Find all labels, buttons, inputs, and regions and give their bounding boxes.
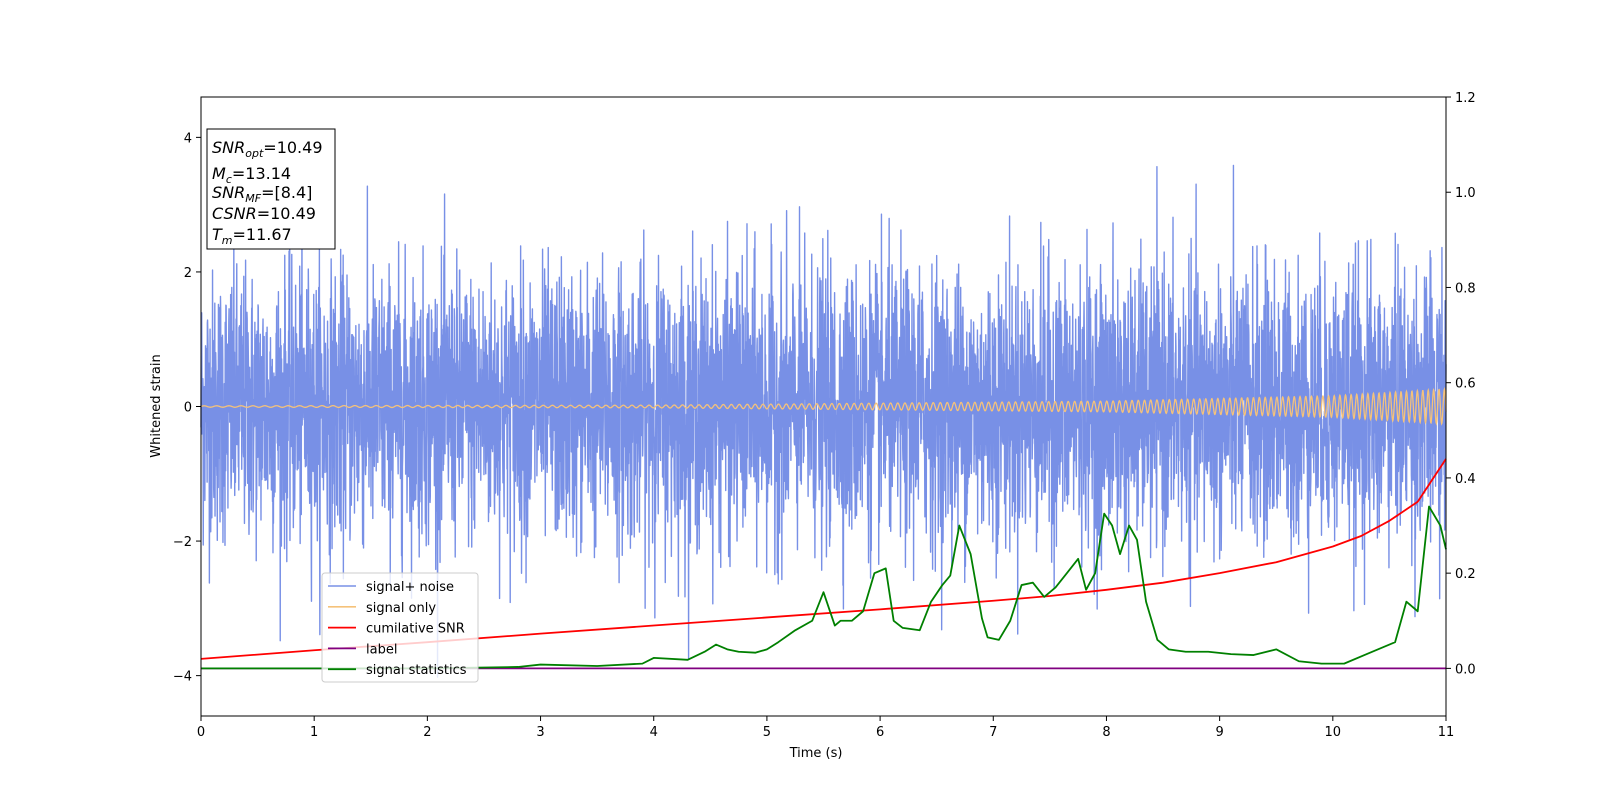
- y-axis-label: Whitened strain: [149, 354, 164, 457]
- y2-tick-label-0: 0.0: [1455, 662, 1476, 677]
- x-tick-label-9: 9: [1215, 725, 1223, 740]
- annotation-line-3-symbol: CSNR: [212, 204, 257, 223]
- annotation-line-1: Mc=13.14: [212, 164, 291, 186]
- legend-box: [321, 572, 479, 683]
- annotation-line-4-subscript: m: [222, 234, 233, 247]
- annotation-line-4-symbol: T: [212, 225, 223, 244]
- stats-annotation-box: SNRopt=10.49Mc=13.14SNRMF=[8.4]CSNR=10.4…: [206, 128, 336, 250]
- annotation-line-2-value: =[8.4]: [261, 183, 312, 202]
- series-signal-noise-line: [200, 164, 1447, 678]
- y2-tick-label-2: 0.4: [1455, 472, 1476, 487]
- x-tick-label-3: 3: [536, 725, 544, 740]
- x-tick-label-5: 5: [763, 725, 771, 740]
- legend-item-signal-only-label: signal only: [366, 601, 436, 616]
- x-tick-label-8: 8: [1102, 725, 1110, 740]
- legend: signal+ noise signal only cumilative SNR la…: [321, 572, 479, 683]
- legend-item-signal-statistics-label: signal statistics: [366, 663, 467, 678]
- annotation-line-3-value: =10.49: [257, 204, 316, 223]
- mask-top: [0, 0, 1600, 97]
- series-cumulative-snr-line: [200, 458, 1447, 660]
- x-tick-label-10: 10: [1325, 725, 1342, 740]
- y-tick-label-3: 2: [184, 266, 192, 281]
- y-tick-label-1: −2: [173, 535, 192, 550]
- y-tick-label-4: 4: [184, 131, 192, 146]
- annotation-line-2: SNRMF=[8.4]: [212, 183, 312, 205]
- annotation-line-2-subscript: MF: [245, 192, 261, 205]
- y2-tick-label-5: 1.0: [1455, 186, 1476, 201]
- legend-item-label-label: label: [366, 642, 397, 657]
- x-tick-label-11: 11: [1438, 725, 1455, 740]
- y-tick-label-0: −4: [173, 670, 192, 685]
- annotation-line-4-value: =11.67: [233, 225, 292, 244]
- y2-tick-label-4: 0.8: [1455, 281, 1476, 296]
- annotation-line-0-subscript: opt: [245, 147, 264, 160]
- annotation-line-1-value: =13.14: [232, 164, 291, 183]
- annotation-line-2-symbol: SNR: [212, 183, 245, 202]
- y2-tick-label-1: 0.2: [1455, 567, 1476, 582]
- x-axis-label: Time (s): [789, 746, 843, 761]
- annotation-box: [206, 128, 336, 250]
- annotation-line-1-symbol: M: [212, 164, 226, 183]
- mask-bottom: [0, 716, 1600, 800]
- annotation-line-0-symbol: SNR: [212, 138, 245, 157]
- legend-item-signal-noise-label: signal+ noise: [366, 580, 454, 595]
- y2-tick-label-6: 1.2: [1455, 91, 1476, 106]
- axes: 0 1 2 3 4 5 6 7 8 9 10 11 −4 −2 0 2 4 0.0 0.2 0.4 0.6 0.8 1.0 1…: [173, 91, 1476, 740]
- x-tick-label-4: 4: [650, 725, 658, 740]
- x-tick-label-1: 1: [310, 725, 318, 740]
- annotation-line-0: SNRopt=10.49: [212, 138, 323, 160]
- y-tick-label-2: 0: [184, 401, 192, 416]
- y2-tick-label-3: 0.6: [1455, 377, 1476, 392]
- series-signal-statistics-line: [201, 505, 1447, 670]
- annotation-line-3: CSNR=10.49: [212, 204, 316, 223]
- annotation-line-1-subscript: c: [226, 173, 232, 186]
- legend-item-cumulative-snr-label: cumilative SNR: [366, 622, 465, 637]
- x-tick-label-2: 2: [423, 725, 431, 740]
- x-tick-label-7: 7: [989, 725, 997, 740]
- x-tick-label-6: 6: [876, 725, 884, 740]
- series-signal-only-line: [200, 386, 1447, 426]
- x-tick-label-0: 0: [197, 725, 205, 740]
- annotation-line-4: Tm=11.67: [212, 225, 292, 247]
- annotation-line-0-value: =10.49: [263, 138, 322, 157]
